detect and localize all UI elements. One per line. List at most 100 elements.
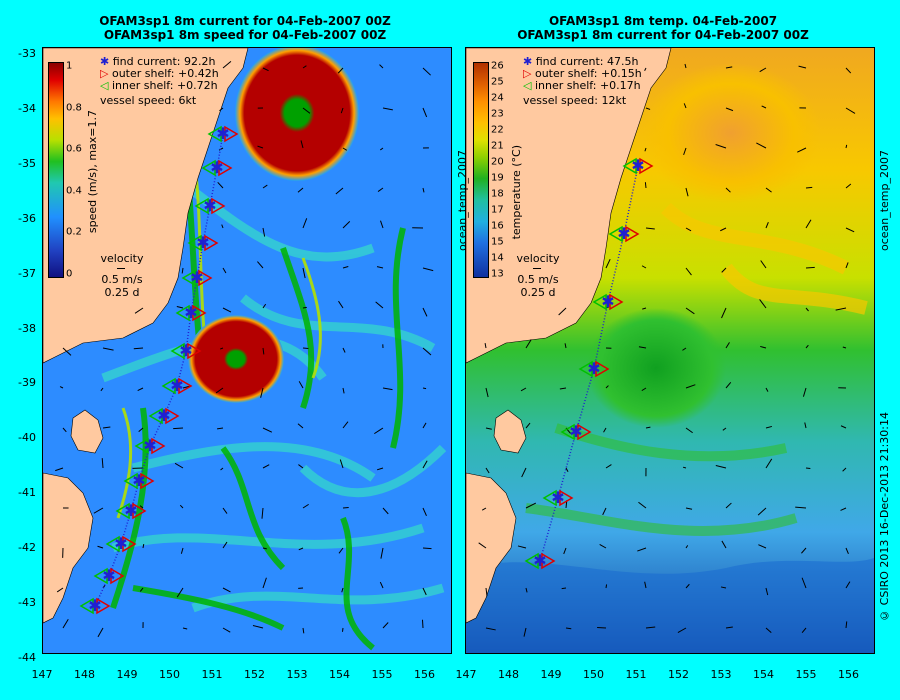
outer-shelf-marker	[211, 197, 226, 215]
y-tick-label: -38	[18, 321, 36, 335]
velocity-arrow	[222, 541, 228, 549]
velocity-arrow	[638, 501, 647, 509]
colorbar-tick-label: 19	[491, 172, 504, 184]
x-tick-label: 151	[201, 668, 223, 681]
velocity-arrow	[525, 422, 531, 429]
outer-shelf-marker	[224, 125, 239, 143]
velocity-arrow	[682, 466, 687, 469]
left-title-line1: OFAM3sp1 8m current for 04-Feb-2007 00Z	[99, 14, 391, 28]
find-current-marker: ✱	[601, 292, 614, 311]
left-velocity-scale: 0.5 m/s	[101, 273, 143, 286]
colorbar-tick-label: 22	[491, 124, 504, 136]
x-tick-label: 155	[371, 668, 393, 681]
velocity-arrow	[805, 266, 815, 269]
right-warm-eddy	[641, 63, 821, 203]
velocity-arrow	[262, 427, 273, 433]
colorbar-tick-label: 13	[491, 268, 504, 280]
velocity-arrow	[262, 184, 268, 189]
velocity-arrow	[805, 307, 809, 312]
velocity-arrow	[382, 387, 393, 391]
right-land-island	[493, 409, 527, 454]
right-velocity-label: velocity	[516, 252, 560, 265]
velocity-arrow	[382, 507, 389, 515]
velocity-arrow	[485, 427, 492, 430]
right-land-mainland	[466, 48, 672, 364]
velocity-arrow	[795, 506, 807, 509]
outer-shelf-marker	[110, 567, 125, 585]
find-current-marker: ✱	[587, 359, 600, 378]
velocity-arrow	[765, 587, 769, 596]
velocity-arrow	[262, 547, 267, 550]
y-tick-label: -37	[18, 266, 36, 280]
velocity-arrow	[685, 507, 693, 510]
left-warm-eddy-south	[188, 315, 284, 403]
x-tick-label: 147	[455, 668, 477, 681]
copyright: © CSIRO 2013 16-Dec-2013 21:30:14	[878, 412, 891, 622]
velocity-arrow	[484, 343, 487, 349]
velocity-arrow	[422, 187, 425, 193]
velocity-arrow	[260, 387, 264, 398]
velocity-arrow	[422, 587, 427, 596]
velocity-arrow	[181, 267, 184, 274]
velocity-arrow	[645, 107, 651, 110]
velocity-arrow	[298, 464, 304, 469]
left-map-panel: ✱ ✱ ✱ ✱ ✱ ✱ ✱ ✱ ✱ ✱ ✱ ✱ ✱ ✱ ✱	[42, 47, 452, 654]
right-legend-outer-text: outer shelf: +0.15h	[534, 67, 642, 80]
inner-shelf-marker	[79, 597, 94, 615]
left-legend-outer: ▷ outer shelf: +0.42h	[100, 68, 219, 80]
velocity-arrow	[133, 347, 144, 350]
right-legend-inner: ◁ inner shelf: +0.17h	[523, 80, 642, 92]
right-velocity-scale: 0.5 m/s	[517, 273, 559, 286]
velocity-arrow	[722, 427, 727, 431]
velocity-arrow	[139, 505, 144, 509]
right-land-tasmania	[466, 472, 517, 624]
inner-shelf-marker	[622, 157, 637, 175]
x-tick-label: 153	[710, 668, 732, 681]
velocity-arrow	[222, 507, 228, 514]
velocity-arrow	[520, 387, 527, 392]
right-colorbar-side-label: ocean_temp_2007	[456, 150, 469, 252]
left-legend-inner: ◁ inner shelf: +0.72h	[100, 80, 219, 92]
velocity-arrow	[804, 422, 807, 429]
velocity-arrow	[176, 587, 184, 598]
colorbar-tick-label: 0.6	[66, 143, 82, 155]
colorbar-tick-label: 20	[491, 156, 504, 168]
right-green-tongues	[525, 423, 798, 536]
velocity-arrow	[559, 387, 567, 390]
velocity-arrow	[222, 60, 232, 69]
velocity-arrow	[422, 67, 431, 76]
outer-shelf-marker	[541, 552, 556, 570]
velocity-arrow	[720, 586, 727, 589]
inner-shelf-marker	[207, 125, 222, 143]
velocity-arrow	[422, 547, 432, 550]
right-legend-find: ✱ find current: 47.5h	[523, 56, 642, 68]
velocity-arrow	[138, 427, 144, 432]
right-velocity-key: velocity 0.5 m/s 0.25 d	[508, 252, 568, 299]
velocity-arrow	[599, 544, 607, 549]
right-colorbar-ticks: 26 25 24 23 22 21 20 19 18 17 16 15 14 13	[475, 60, 515, 280]
velocity-arrow	[644, 581, 647, 589]
x-tick-label: 152	[668, 668, 689, 681]
colorbar-tick-label: 26	[491, 60, 504, 72]
velocity-arrow	[297, 187, 304, 193]
left-title: OFAM3sp1 8m current for 04-Feb-2007 00Z …	[30, 14, 460, 42]
velocity-arrow	[845, 262, 849, 269]
velocity-arrow	[376, 467, 384, 471]
velocity-arrow	[760, 345, 767, 349]
velocity-arrow	[379, 64, 384, 69]
right-colorbar-label: temperature (°C)	[510, 145, 523, 240]
velocity-arrow	[217, 427, 224, 430]
velocity-arrow	[137, 387, 144, 392]
velocity-arrow	[302, 306, 307, 309]
y-tick-label: -44	[18, 650, 36, 664]
inner-shelf-marker	[148, 407, 163, 425]
velocity-arrow	[765, 425, 773, 429]
velocity-arrow	[478, 542, 487, 549]
velocity-arrow	[525, 339, 532, 349]
velocity-arrow	[335, 187, 344, 195]
velocity-arrow	[257, 145, 264, 149]
velocity-arrow	[341, 587, 344, 593]
asterisk-icon: ✱	[523, 55, 533, 68]
find-current-marker: ✱	[184, 303, 197, 322]
find-current-marker: ✱	[210, 158, 223, 177]
